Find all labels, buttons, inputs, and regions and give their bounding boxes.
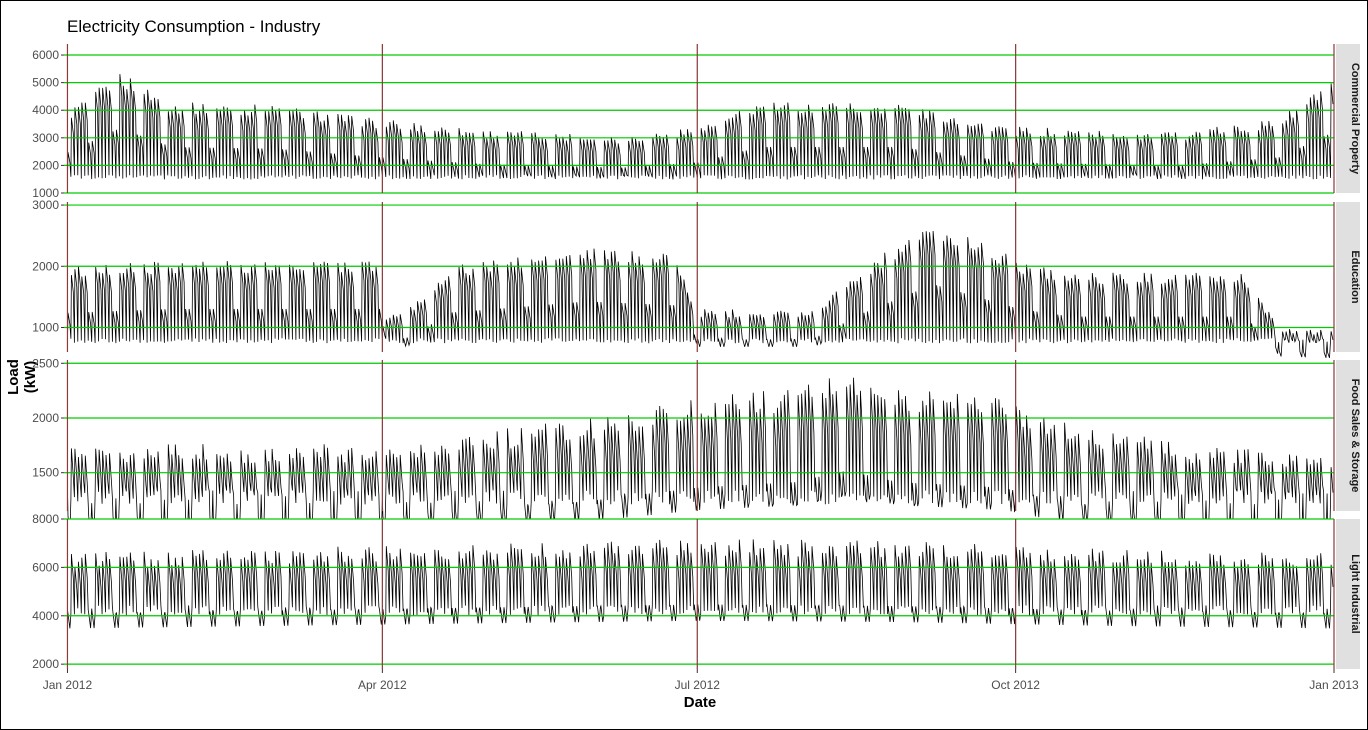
x-tick-label: Jan 2012 [43,678,93,692]
y-tick-label: 4000 [32,103,59,117]
y-tick-label: 1500 [32,466,59,480]
y-tick-label: 2000 [32,657,59,671]
y-tick-label: 2500 [32,356,59,370]
series-line [67,230,1334,359]
facet-strip [1336,360,1360,511]
x-tick-label: Oct 2012 [991,678,1040,692]
x-axis-label: Date [683,694,717,711]
y-tick-label: 8000 [32,512,59,526]
facet-strip-label: Commercial Property [1349,63,1361,175]
x-tick-label: Jul 2012 [675,678,721,692]
y-tick-label: 6000 [32,560,59,574]
y-tick-label: 2000 [32,411,59,425]
facet-strip [1336,202,1360,352]
facet-strip [1336,519,1360,669]
y-tick-label: 2000 [32,259,59,273]
chart-title: Electricity Consumption - Industry [67,17,321,36]
series-line [67,539,1334,629]
facet-strip-label: Food Sales & Storage [1349,379,1361,493]
y-tick-label: 2000 [32,158,59,172]
x-tick-label: Jan 2013 [1309,678,1359,692]
y-tick-label: 1000 [32,186,59,200]
x-tick-label: Apr 2012 [358,678,407,692]
y-tick-label: 3000 [32,131,59,145]
facet-strip [1336,44,1360,193]
y-tick-label: 5000 [32,76,59,90]
facet-strip-label: Education [1349,250,1361,303]
y-tick-label: 1000 [32,321,59,335]
y-tick-label: 6000 [32,48,59,62]
series-line [67,74,1334,180]
facet-strip-label: Light Industrial [1349,554,1361,633]
y-tick-label: 3000 [32,198,59,212]
series-line [67,377,1334,542]
y-tick-label: 4000 [32,609,59,623]
